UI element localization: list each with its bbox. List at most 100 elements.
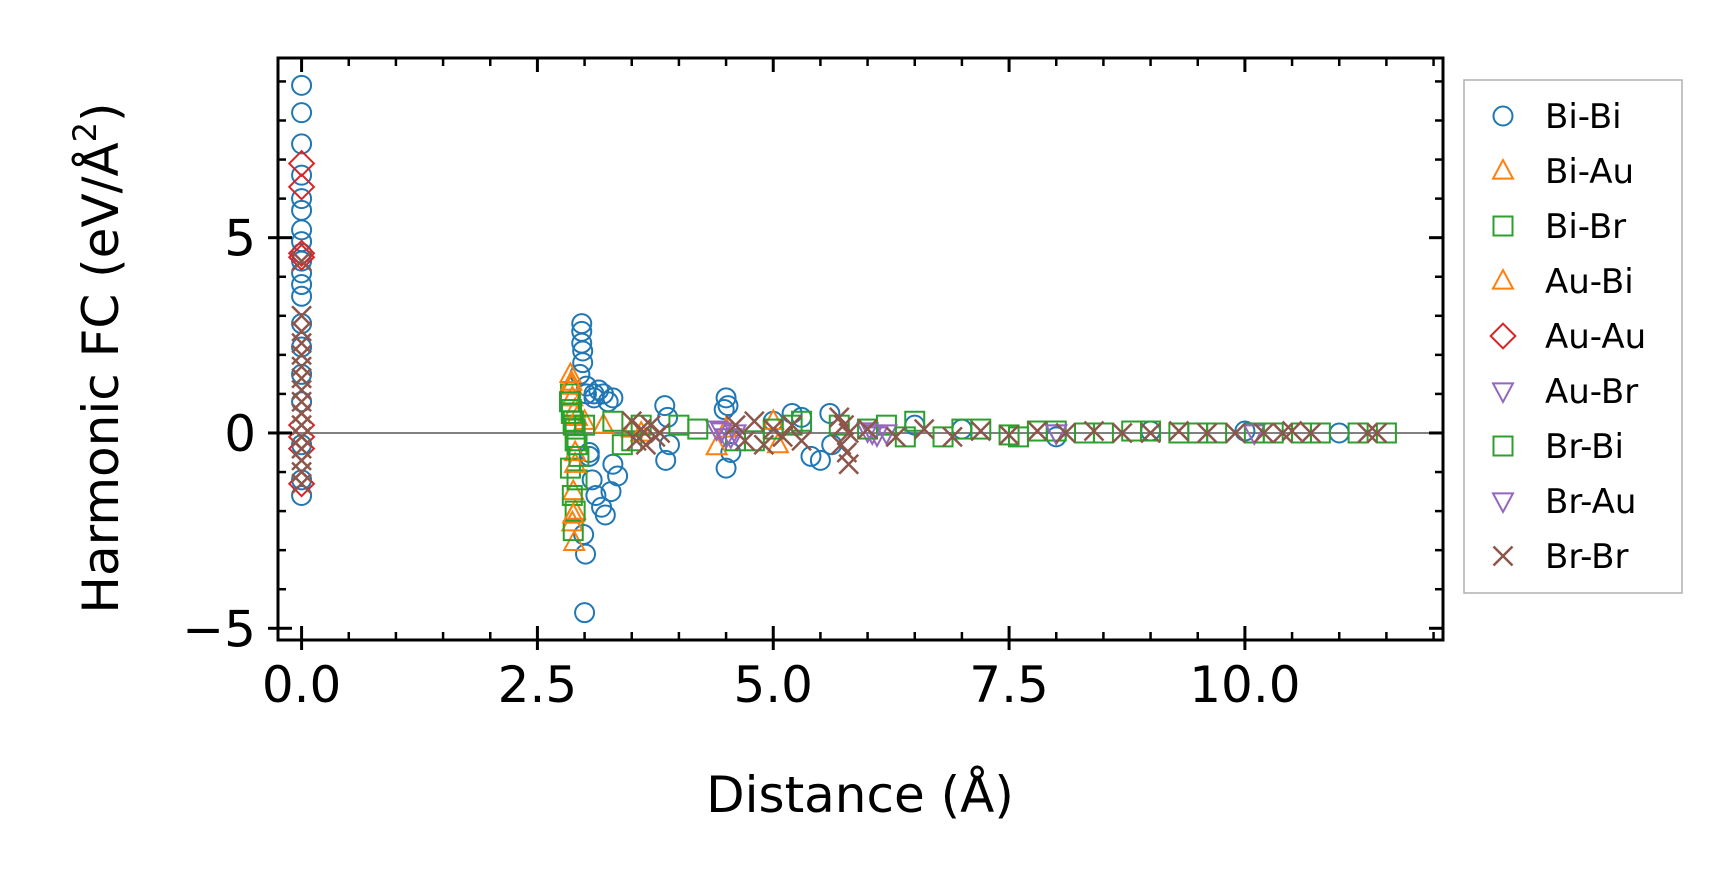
x-tick-label: 7.5 — [969, 656, 1049, 714]
legend-marker — [1492, 435, 1514, 457]
data-point — [753, 434, 775, 456]
data-point — [781, 414, 803, 436]
data-point — [572, 352, 594, 374]
data-point — [291, 274, 313, 296]
legend-marker — [1491, 157, 1515, 180]
legend-entry: Au-Au — [1489, 317, 1646, 357]
data-point — [291, 484, 313, 506]
data-point — [1026, 420, 1048, 442]
legend-marker — [1492, 545, 1514, 567]
x-tick-label: 2.5 — [498, 656, 578, 714]
data-point — [287, 173, 316, 201]
legend-label: Au-Bi — [1545, 262, 1634, 302]
data-point — [585, 484, 607, 506]
data-point — [885, 426, 907, 448]
data-point — [791, 430, 812, 452]
data-point — [772, 426, 794, 448]
data-point — [574, 602, 596, 624]
legend-label: Au-Br — [1545, 372, 1638, 412]
y-tick-labels: −5 0 5 — [182, 210, 256, 659]
legend-entry: Bi-Br — [1492, 207, 1626, 247]
legend-label: Bi-Br — [1545, 207, 1626, 247]
legend-marker — [1491, 382, 1515, 405]
data-point — [561, 501, 585, 524]
data-point — [970, 420, 992, 442]
data-point — [998, 424, 1020, 446]
x-tick-label: 5.0 — [733, 656, 813, 714]
data-point — [1083, 420, 1105, 442]
data-point — [291, 473, 312, 495]
data-point — [562, 520, 584, 542]
plot-area — [278, 74, 1443, 624]
data-point — [291, 250, 312, 272]
data-point — [291, 102, 313, 124]
x-axis-title: Distance (Å) — [706, 766, 1014, 824]
data-point — [781, 414, 803, 436]
data-point — [809, 449, 831, 471]
data-point — [1168, 422, 1190, 444]
y-axis-title-superscript: 2 — [66, 122, 104, 142]
legend-marker — [1492, 105, 1514, 127]
data-point — [562, 410, 584, 432]
data-point — [857, 418, 879, 440]
data-point — [998, 424, 1020, 446]
data-point — [1366, 422, 1388, 444]
data-point — [594, 504, 616, 526]
legend-label: Br-Br — [1545, 537, 1629, 577]
data-point — [574, 414, 596, 436]
series-br-br — [291, 250, 1388, 495]
legend-label: Bi-Au — [1545, 152, 1634, 192]
data-point — [291, 262, 313, 284]
legend-entries: Bi-Bi Bi-Au Bi-Br Au-Bi Au-Au Au-Br Br-Bi Br-Au… — [1489, 97, 1646, 577]
data-point — [602, 410, 624, 432]
data-point — [291, 188, 313, 210]
data-point — [942, 426, 963, 448]
legend-label: Br-Au — [1545, 482, 1636, 522]
data-point — [1242, 424, 1266, 447]
data-point — [559, 369, 584, 391]
legend-label: Au-Au — [1545, 317, 1646, 357]
data-point — [291, 133, 313, 155]
data-point — [743, 410, 765, 432]
data-point — [1253, 422, 1275, 444]
data-point — [291, 391, 313, 413]
data-point — [291, 219, 313, 241]
legend-marker — [1489, 322, 1517, 350]
legend-entry: Bi-Au — [1491, 152, 1634, 192]
y-tick-label: 5 — [224, 210, 256, 268]
data-point — [720, 442, 742, 464]
data-point — [591, 412, 616, 434]
data-point — [800, 445, 822, 467]
legend-marker — [1492, 215, 1514, 237]
legend-label: Bi-Bi — [1545, 97, 1622, 137]
data-point — [715, 457, 737, 479]
data-point — [560, 402, 582, 424]
data-point — [766, 431, 790, 454]
data-point — [602, 387, 624, 409]
x-tick-label: 10.0 — [1189, 656, 1300, 714]
legend-marker — [1491, 492, 1515, 515]
data-point — [1300, 422, 1322, 444]
data-point — [1357, 422, 1378, 444]
data-point — [287, 239, 316, 268]
plot-frame — [276, 56, 1445, 642]
legend-entry: Au-Bi — [1491, 262, 1634, 302]
data-point — [704, 433, 729, 456]
data-point — [913, 418, 935, 440]
legend-entry: Br-Bi — [1492, 427, 1624, 467]
data-point — [568, 445, 590, 467]
data-point — [715, 387, 737, 409]
data-point — [558, 361, 583, 383]
y-tick-label: 0 — [224, 405, 256, 463]
data-point — [291, 164, 313, 186]
data-point — [575, 543, 597, 565]
data-point — [291, 74, 313, 96]
data-point — [1026, 420, 1048, 442]
y-axis-title-main: Harmonic FC (eV/Å — [72, 142, 130, 613]
data-point — [1225, 422, 1246, 444]
data-point — [607, 465, 629, 487]
data-point — [559, 457, 581, 479]
data-point — [655, 449, 677, 471]
data-point — [713, 399, 735, 421]
